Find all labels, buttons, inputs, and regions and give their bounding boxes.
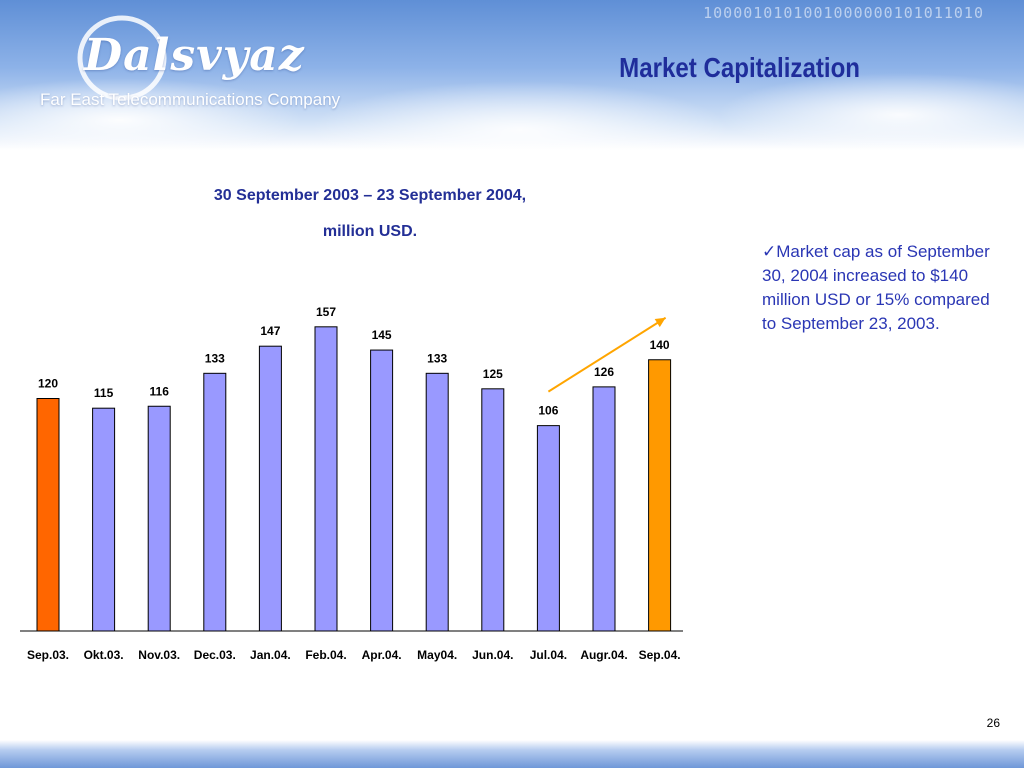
bar-Sep.04. bbox=[648, 359, 672, 632]
bar-Augr.04. bbox=[592, 386, 616, 632]
x-tick-label: Jul.04. bbox=[530, 648, 567, 662]
x-tick-label: Dec.03. bbox=[194, 648, 236, 662]
data-label: 120 bbox=[38, 377, 58, 391]
bullet-point: ✓Market cap as of September 30, 2004 inc… bbox=[762, 240, 992, 336]
data-label: 145 bbox=[372, 328, 392, 342]
logo-wordmark: Dalsvyaz bbox=[84, 30, 305, 81]
binary-decoration: 1000010101001000000101011010 bbox=[703, 4, 984, 22]
bullet-text: Market cap as of September 30, 2004 incr… bbox=[762, 242, 990, 333]
data-label: 116 bbox=[150, 384, 170, 398]
bar-Apr.04. bbox=[370, 349, 394, 632]
checkmark-icon: ✓ bbox=[762, 242, 777, 261]
x-tick-label: Apr.04. bbox=[362, 648, 402, 662]
data-label: 133 bbox=[427, 351, 447, 365]
trend-arrowhead-icon bbox=[654, 317, 666, 328]
header-background bbox=[0, 0, 1024, 150]
x-tick-label: Jun.04. bbox=[472, 648, 513, 662]
bar-Jul.04. bbox=[536, 425, 560, 632]
slide-title: Market Capitalization bbox=[619, 52, 860, 83]
x-tick-label: Nov.03. bbox=[138, 648, 180, 662]
x-tick-label: Sep.03. bbox=[27, 648, 69, 662]
x-tick-label: Jan.04. bbox=[250, 648, 291, 662]
bar-Okt.03. bbox=[92, 407, 116, 632]
bar-Nov.03. bbox=[147, 405, 171, 632]
footer-bar bbox=[0, 740, 1024, 768]
bar-Feb.04. bbox=[314, 326, 338, 632]
data-label: 106 bbox=[538, 404, 558, 418]
x-tick-label: May04. bbox=[417, 648, 457, 662]
bar-May04. bbox=[425, 372, 449, 632]
company-logo: Dalsvyaz Far East Telecommunications Com… bbox=[40, 14, 420, 114]
company-tagline: Far East Telecommunications Company bbox=[40, 90, 341, 109]
bar-Dec.03. bbox=[203, 372, 227, 632]
data-label: 133 bbox=[205, 351, 225, 365]
data-label: 125 bbox=[483, 367, 503, 381]
x-tick-label: Augr.04. bbox=[580, 648, 627, 662]
trend-arrow-icon bbox=[547, 316, 667, 393]
data-label: 115 bbox=[94, 386, 114, 400]
data-label: 126 bbox=[594, 365, 614, 379]
data-label: 147 bbox=[260, 324, 280, 338]
x-tick-label: Okt.03. bbox=[84, 648, 124, 662]
bar-Jun.04. bbox=[481, 388, 505, 632]
page-number: 26 bbox=[986, 716, 1000, 730]
bar-Jan.04. bbox=[258, 345, 282, 632]
x-tick-label: Sep.04. bbox=[639, 648, 681, 662]
chart-subtitle-line-2: million USD. bbox=[322, 223, 418, 240]
data-label: 140 bbox=[650, 338, 670, 352]
data-label: 157 bbox=[316, 305, 336, 319]
chart-subtitle-line-1: 30 September 2003 – 23 September 2004, bbox=[213, 187, 527, 204]
x-tick-label: Feb.04. bbox=[305, 648, 346, 662]
bar-Sep.03. bbox=[36, 398, 60, 632]
chart-subtitle: 30 September 2003 – 23 September 2004, m… bbox=[150, 178, 590, 250]
logo-swoosh-icon bbox=[77, 15, 167, 101]
